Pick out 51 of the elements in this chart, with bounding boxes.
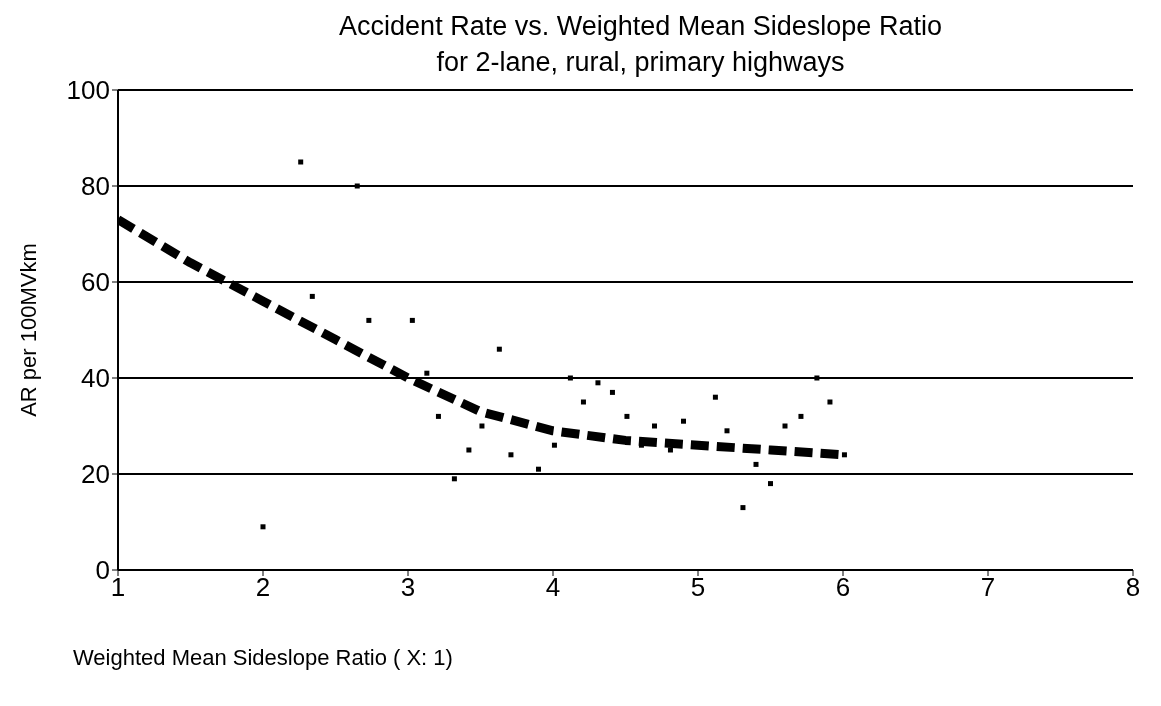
point <box>624 413 630 419</box>
y-tick-label: 40 <box>81 363 110 394</box>
point <box>609 389 615 395</box>
y-tick-label: 100 <box>66 75 110 106</box>
point <box>479 423 485 429</box>
x-axis-title: Weighted Mean Sideslope Ratio ( X: 1) <box>73 645 453 670</box>
point <box>814 375 820 381</box>
point <box>409 317 415 323</box>
point <box>508 452 514 458</box>
point <box>451 476 457 482</box>
y-tick-label: 60 <box>81 267 110 298</box>
point <box>798 413 804 419</box>
x-tick-label: 1 <box>110 572 126 603</box>
x-tick-label: 8 <box>1125 572 1141 603</box>
point <box>595 380 601 386</box>
x-tick-label: 3 <box>400 572 416 603</box>
point <box>366 317 372 323</box>
point <box>567 375 573 381</box>
point <box>309 293 315 299</box>
point <box>740 505 746 511</box>
x-tick-label: 4 <box>545 572 561 603</box>
point <box>827 399 833 405</box>
point <box>496 346 502 352</box>
y-axis-title: AR per 100MVkm <box>15 243 41 417</box>
x-tick-label: 6 <box>835 572 851 603</box>
chart-title: Accident Rate vs. Weighted Mean Sideslope Ratio <box>338 10 943 43</box>
chart-subtitle: for 2-lane, rural, primary highways <box>435 46 846 79</box>
point <box>551 442 557 448</box>
point <box>667 447 673 453</box>
x-tick-label: 7 <box>980 572 996 603</box>
x-tick-label: 2 <box>255 572 271 603</box>
point <box>260 524 266 530</box>
point <box>435 413 441 419</box>
point <box>298 159 304 165</box>
point <box>782 423 788 429</box>
point <box>681 418 686 424</box>
point <box>712 394 718 400</box>
point <box>466 447 472 453</box>
point <box>580 399 586 405</box>
point <box>753 461 759 467</box>
y-tick-label: 80 <box>81 171 110 202</box>
point <box>354 183 360 189</box>
y-tick-label: 20 <box>81 459 110 490</box>
point <box>841 452 847 458</box>
point <box>724 428 730 434</box>
y-tick-label: 0 <box>95 555 110 586</box>
point <box>424 370 430 376</box>
point <box>768 481 773 487</box>
point <box>652 423 657 429</box>
x-tick-label: 5 <box>690 572 706 603</box>
point <box>536 466 541 472</box>
